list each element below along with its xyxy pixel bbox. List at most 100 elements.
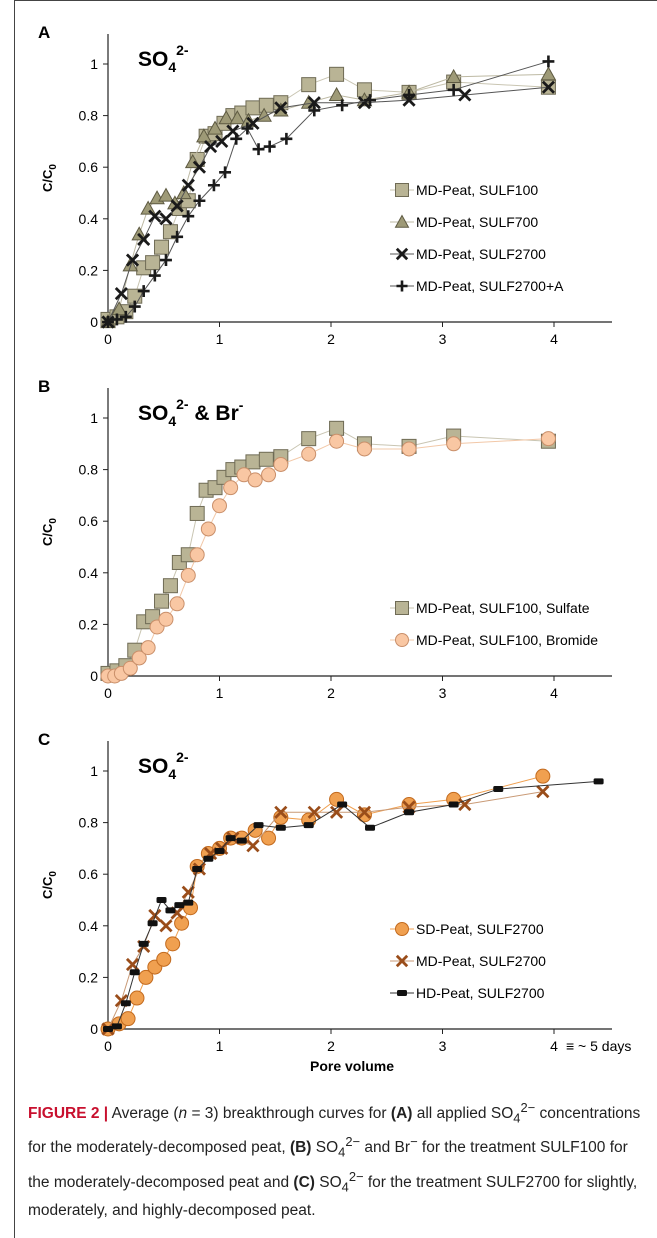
data-point: [223, 480, 239, 496]
caption-text-2: = 3) breakthrough curves for: [187, 1105, 391, 1123]
data-point: [131, 650, 147, 666]
chart-title-sup: 2-: [176, 396, 189, 412]
x-tick-label: 3: [439, 685, 447, 701]
data-point: [261, 830, 277, 846]
y-tick-label: 1: [90, 763, 98, 779]
chart-title-sub: 4: [168, 766, 176, 782]
data-point: [169, 596, 185, 612]
y-tick-label: 1: [90, 56, 98, 72]
x-tick-label: 2: [327, 685, 335, 701]
chart-title-base: SO: [138, 755, 168, 778]
data-point: [192, 160, 207, 174]
caption-sup-a: 2−: [520, 1100, 536, 1115]
data-point: [263, 140, 276, 153]
data-point: [154, 593, 170, 609]
caption-sup-br: −: [410, 1134, 418, 1150]
legend-entry: MD-Peat, SULF700: [416, 214, 538, 230]
data-point: [394, 214, 410, 228]
series-line: [107, 780, 599, 1030]
data-point: [261, 467, 277, 483]
chart-title-sub: 4: [168, 59, 176, 75]
data-point: [395, 922, 409, 936]
legend-entry: HD-Peat, SULF2700: [416, 985, 545, 1001]
data-point: [189, 505, 205, 521]
data-point: [401, 441, 417, 457]
data-point: [445, 68, 462, 83]
data-point: [273, 456, 289, 472]
data-point: [148, 209, 162, 223]
figure-caption: FIGURE 2 | Average (n = 3) breakthrough …: [28, 1096, 643, 1228]
data-point: [154, 239, 170, 255]
caption-figure-label: FIGURE 2 |: [28, 1105, 109, 1123]
data-point: [174, 902, 185, 909]
chart-title-sup: 2-: [176, 42, 189, 58]
panel-label: B: [38, 377, 50, 396]
y-axis-label-base: C/C: [40, 876, 55, 899]
data-point: [140, 640, 156, 656]
x-axis-label: Pore volume: [310, 1058, 394, 1074]
caption-ref-a: (A): [390, 1105, 413, 1123]
data-point: [447, 83, 460, 96]
panel-label: A: [38, 23, 50, 42]
caption-text-1: Average (: [108, 1105, 179, 1123]
y-tick-label: 0: [90, 668, 98, 684]
caption-text-4: concentrations for the moderately-decomp…: [28, 1105, 641, 1157]
data-point: [207, 179, 220, 192]
data-point: [119, 310, 132, 323]
y-axis-label: C/C0: [40, 871, 59, 899]
data-point: [225, 835, 236, 842]
data-point: [193, 194, 206, 207]
data-point: [336, 99, 349, 112]
data-point: [183, 899, 194, 906]
data-point: [493, 786, 504, 793]
caption-sub-4b: 4: [338, 1144, 346, 1160]
data-point: [395, 247, 409, 261]
data-point: [448, 801, 459, 808]
data-point: [114, 287, 128, 301]
data-point: [536, 785, 550, 799]
chart-title: SO42-: [138, 749, 189, 782]
caption-text-3: all applied SO: [412, 1105, 514, 1123]
y-tick-label: 0.6: [79, 159, 99, 175]
data-point: [138, 940, 149, 947]
panel-label: C: [38, 730, 50, 749]
x-tick-label: 4: [550, 1038, 558, 1054]
data-point: [329, 420, 345, 436]
x-tick-label: 1: [216, 685, 224, 701]
series-4: [102, 55, 555, 328]
x-axis-annotation: ≡ ~ 5 days: [566, 1038, 631, 1054]
chart-title-base: SO: [138, 48, 168, 71]
y-tick-label: 0.4: [79, 565, 99, 581]
data-point: [128, 300, 141, 313]
data-point: [356, 807, 372, 823]
data-point: [148, 908, 162, 923]
x-tick-label: 3: [439, 1038, 447, 1054]
data-point: [328, 86, 345, 102]
data-point: [280, 132, 293, 145]
data-point: [162, 578, 178, 594]
data-point: [219, 166, 232, 179]
legend: MD-Peat, SULF100, Sulfate MD-Peat, SULF10…: [390, 600, 598, 648]
data-point: [156, 951, 172, 967]
data-point: [215, 134, 229, 148]
y-tick-label: 0.8: [79, 462, 99, 478]
x-tick-label: 3: [439, 331, 447, 347]
data-point: [212, 498, 227, 514]
data-point: [245, 100, 261, 116]
data-point: [203, 139, 218, 154]
data-point: [189, 547, 205, 563]
caption-text-8: SO: [314, 1173, 342, 1191]
data-point: [102, 316, 114, 328]
y-tick-label: 0.8: [79, 108, 99, 124]
data-point: [275, 824, 286, 831]
data-point: [395, 601, 409, 615]
data-point: [159, 212, 173, 226]
y-tick-label: 0.6: [79, 866, 99, 882]
data-point: [192, 866, 203, 873]
data-point: [229, 110, 246, 125]
caption-sub-4a: 4: [513, 1110, 521, 1126]
data-point: [247, 472, 263, 488]
data-point: [160, 254, 172, 267]
data-point: [148, 269, 161, 282]
data-point: [137, 285, 150, 297]
